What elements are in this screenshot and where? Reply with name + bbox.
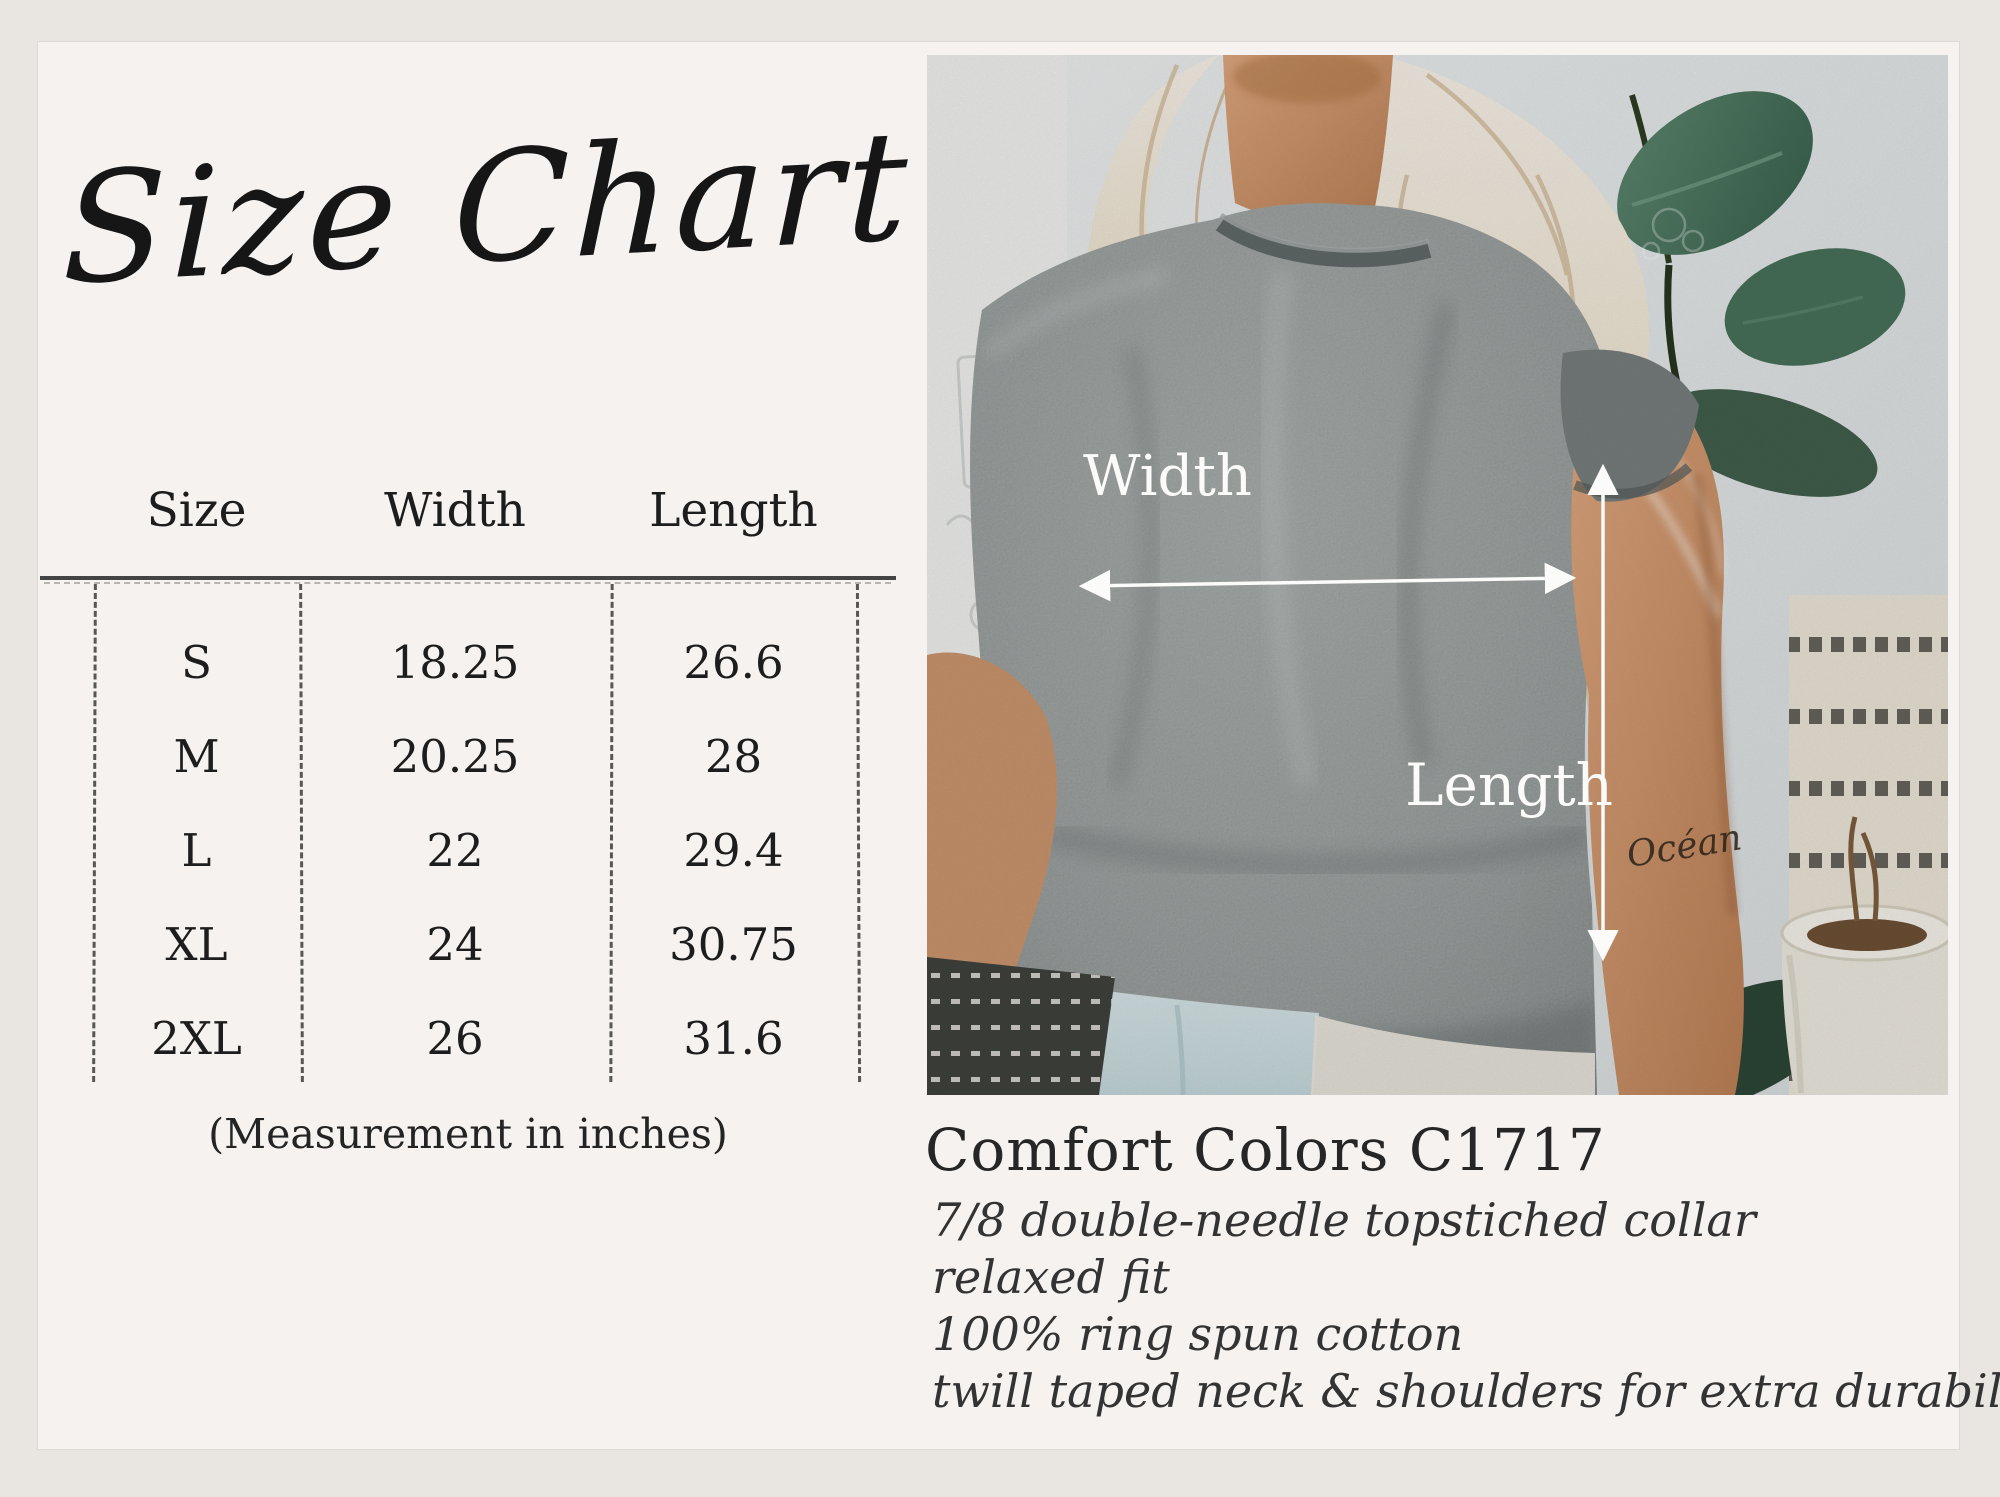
size-table: Size Width Length S 18.25 26.6 M 20.25 2… [40, 470, 896, 1190]
size-table-header-row: Size Width Length [93, 470, 857, 550]
cell-length: 30.75 [669, 917, 798, 971]
col-header-length: Length [649, 482, 818, 538]
table-header-rule [40, 576, 896, 584]
product-features: 7/8 double-needle topstiched collar rela… [932, 1192, 2000, 1420]
feature-line: 100% ring spun cotton [932, 1307, 1464, 1361]
table-row: XL 24 30.75 [93, 897, 857, 991]
measurement-note: (Measurement in inches) [208, 1110, 728, 1158]
table-row: L 22 29.4 [93, 803, 857, 897]
size-table-body: S 18.25 26.6 M 20.25 28 L 22 29.4 XL 24 … [93, 615, 857, 1085]
width-arrow [1078, 562, 1577, 602]
page-title: Size Chart [61, 96, 913, 319]
cell-width: 24 [426, 917, 484, 971]
col-header-size: Size [146, 482, 247, 538]
table-row: M 20.25 28 [93, 709, 857, 803]
cell-width: 22 [426, 823, 484, 877]
cell-width: 18.25 [390, 635, 520, 689]
feature-line: relaxed fit [932, 1250, 1170, 1304]
cell-size: XL [165, 917, 228, 971]
cell-width: 26 [426, 1011, 484, 1065]
measurement-annotations: Width Length [1078, 444, 1619, 962]
cell-size: M [173, 729, 220, 783]
length-annotation-label: Length [1405, 751, 1613, 819]
photo-grain [927, 55, 1948, 1095]
col-header-width: Width [384, 482, 526, 538]
cell-size: 2XL [151, 1011, 242, 1065]
cell-length: 28 [704, 729, 763, 783]
width-annotation-label: Width [1083, 444, 1252, 509]
cell-size: S [181, 635, 212, 689]
cell-length: 29.4 [683, 823, 784, 877]
cell-length: 31.6 [683, 1011, 784, 1065]
cell-size: L [181, 823, 212, 877]
feature-line: twill taped neck & shoulders for extra d… [932, 1364, 2000, 1418]
cell-length: 26.6 [683, 635, 784, 689]
product-name: Comfort Colors C1717 [925, 1116, 1606, 1184]
product-photo: Océan Width Length [927, 55, 1948, 1095]
feature-line: 7/8 double-needle topstiched collar [932, 1193, 1756, 1247]
table-row: S 18.25 26.6 [93, 615, 857, 709]
table-row: 2XL 26 31.6 [93, 991, 857, 1085]
cell-width: 20.25 [390, 729, 520, 783]
